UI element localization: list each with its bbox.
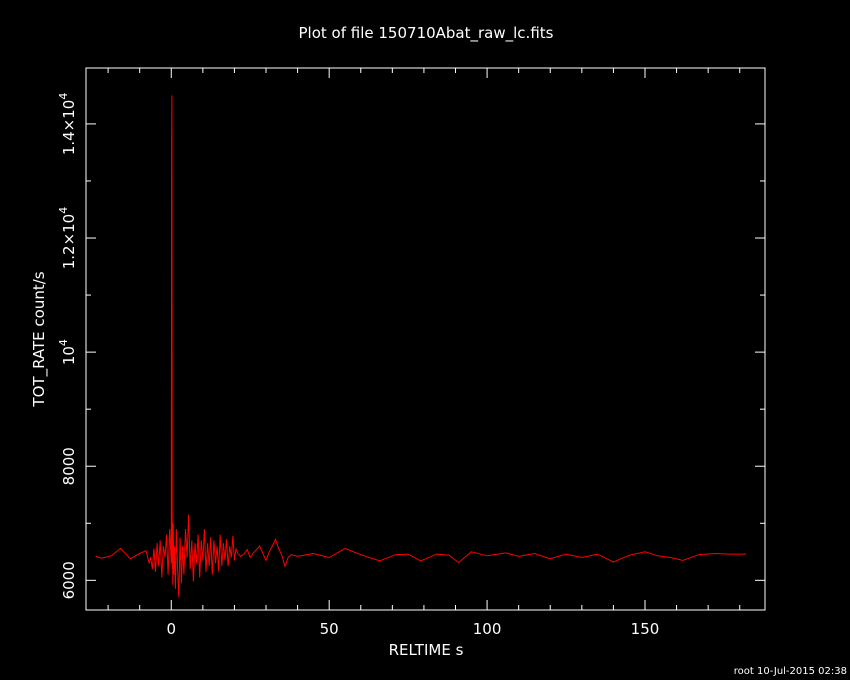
y-tick-label: 8000 bbox=[60, 447, 78, 485]
y-tick-label-exponent: 4 bbox=[57, 339, 70, 346]
y-axis-label: TOT_RATE count/s bbox=[30, 271, 49, 407]
x-tick-label: 100 bbox=[473, 620, 502, 638]
y-tick-label: 104 bbox=[57, 339, 78, 365]
plot-frame bbox=[85, 67, 766, 611]
minor-ticks bbox=[86, 68, 765, 610]
x-tick-label: 0 bbox=[166, 620, 176, 638]
y-tick-label-exponent: 4 bbox=[57, 93, 70, 100]
x-tick-label: 150 bbox=[631, 620, 660, 638]
y-tick-label-base: 10 bbox=[60, 346, 78, 365]
y-tick-label-base: 1.4×10 bbox=[60, 100, 78, 156]
y-tick-label-base: 1.2×10 bbox=[60, 214, 78, 270]
y-tick-label-exponent: 4 bbox=[57, 207, 70, 214]
y-tick-label: 1.2×104 bbox=[57, 207, 78, 270]
y-tick-label: 1.4×104 bbox=[57, 93, 78, 156]
y-tick-label: 6000 bbox=[60, 561, 78, 599]
chart-title: Plot of file 150710Abat_raw_lc.fits bbox=[299, 24, 554, 43]
footer-stamp: root 10-Jul-2015 02:38 bbox=[734, 666, 847, 677]
x-tick-label: 50 bbox=[320, 620, 339, 638]
series-group bbox=[95, 95, 747, 598]
x-tick-labels: 0 50 100 150 bbox=[166, 620, 659, 638]
x-axis-label: RELTIME s bbox=[389, 641, 464, 659]
major-ticks bbox=[86, 68, 765, 610]
series-line bbox=[95, 95, 747, 598]
